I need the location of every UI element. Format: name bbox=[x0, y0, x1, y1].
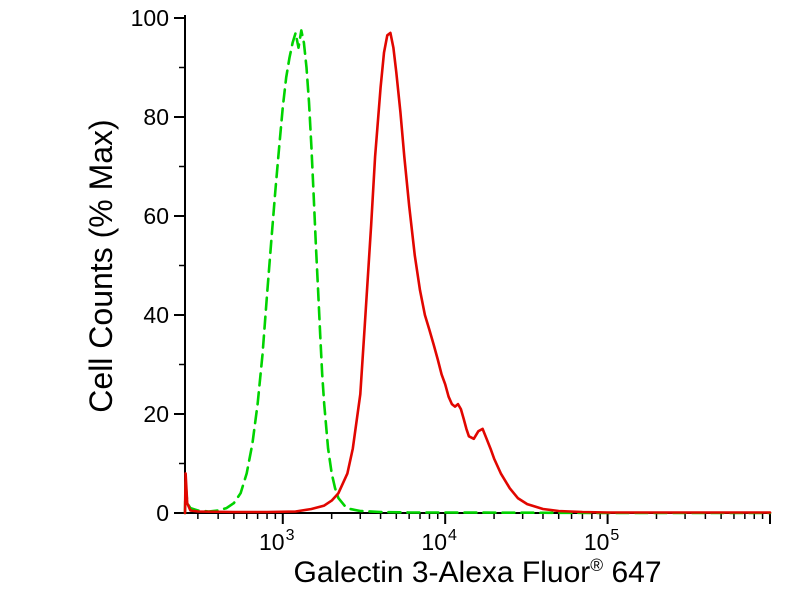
x-axis-title-suffix: 647 bbox=[603, 556, 662, 589]
y-tick-label: 100 bbox=[131, 5, 169, 31]
y-tick-label: 60 bbox=[143, 203, 169, 229]
red_solid_curve bbox=[183, 31, 772, 515]
y-axis-title: Cell Counts (% Max) bbox=[83, 119, 119, 413]
x-tick-label: 104 bbox=[421, 527, 457, 555]
y-tick-label: 0 bbox=[156, 500, 169, 526]
green_dashed_curve bbox=[183, 29, 772, 515]
y-tick-label: 20 bbox=[143, 401, 169, 427]
x-tick-label: 105 bbox=[584, 527, 620, 555]
x-tick-label: 103 bbox=[259, 527, 295, 555]
x-axis-title-prefix: Galectin 3-Alexa Fluor bbox=[293, 556, 591, 589]
y-tick-label: 80 bbox=[143, 104, 169, 130]
registered-trademark-symbol: ® bbox=[590, 555, 604, 575]
y-tick-label: 40 bbox=[143, 302, 169, 328]
x-axis-title: Galectin 3-Alexa Fluor® 647 bbox=[185, 556, 770, 590]
